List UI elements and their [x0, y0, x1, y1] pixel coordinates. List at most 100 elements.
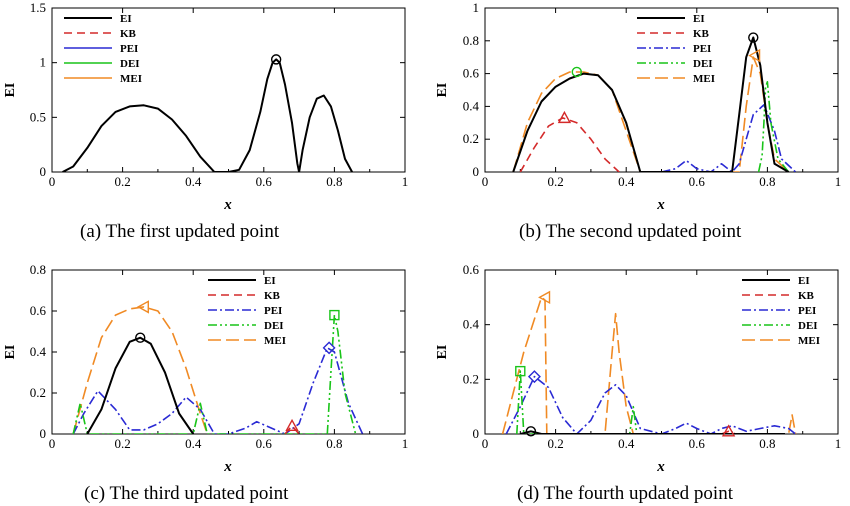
y-tick-label: 0.8 [463, 33, 479, 48]
series-line-ei [512, 36, 790, 172]
x-tick-label: 0.6 [256, 436, 273, 451]
legend-label-pei: PEI [264, 305, 282, 317]
legend-label-pei: PEI [798, 305, 816, 317]
marker-ei [135, 332, 146, 343]
series-line-pei [661, 104, 797, 172]
y-tick-label: 0.2 [463, 371, 479, 386]
chart-panel-4: 0 0.2 0.4 0.6 0.8 1 0 0.2 0.4 0.6 x EI EI KB PEI DEI MEI… [435, 262, 841, 504]
series-line-mei [72, 306, 209, 434]
legend-label-dei: DEI [120, 58, 140, 70]
series-line-kb [284, 424, 300, 434]
marker-dei [571, 66, 582, 78]
x-tick-label: 0.2 [114, 436, 130, 451]
legend-label-dei: DEI [693, 58, 713, 70]
marker-dei [515, 365, 526, 377]
panel-caption: (d) The fourth updated point [517, 483, 734, 504]
x-tick-label: 0.6 [689, 174, 706, 189]
y-tick-label: 0.8 [30, 262, 46, 277]
legend-label-ei: EI [693, 13, 705, 25]
x-tick-label: 0.2 [114, 174, 130, 189]
y-axis-label: EI [435, 345, 450, 360]
x-tick-label: 0 [49, 174, 56, 189]
legend-label-mei: MEI [693, 73, 715, 85]
legend-label-kb: KB [798, 290, 815, 302]
series-line-pei [72, 347, 364, 434]
marker-mei [136, 300, 149, 314]
legend-label-kb: KB [264, 290, 281, 302]
x-tick-label: 0.4 [185, 436, 202, 451]
x-tick-label: 0.4 [618, 436, 635, 451]
y-axis-label: EI [3, 83, 18, 98]
legend-label-pei: PEI [693, 43, 711, 55]
marker-pei [527, 370, 541, 384]
marker-mei [538, 290, 551, 305]
x-tick-label: 0.6 [689, 436, 706, 451]
x-tick-label: 0.8 [759, 436, 775, 451]
series-line-kb [519, 117, 620, 172]
marker-dei [329, 309, 340, 321]
marker-kb [557, 110, 572, 124]
x-tick-label: 0 [482, 174, 489, 189]
series-line-mei [501, 296, 797, 434]
marker-ei [270, 54, 282, 65]
marker-mei [748, 48, 761, 63]
legend-label-pei: PEI [120, 43, 138, 55]
legend-label-ei: EI [798, 275, 810, 287]
chart-panel-2: 0 0.2 0.4 0.6 0.8 1 0 0.2 0.4 0.6 0.8 1 x EI EI KB PEI DE… [435, 0, 841, 242]
series-line-ei [520, 430, 785, 434]
series-line-ei [62, 58, 353, 172]
y-tick-label: 0 [40, 164, 47, 179]
marker-kb [721, 424, 736, 437]
x-axis-label: x [656, 197, 665, 213]
marker-ei [525, 426, 537, 437]
marker-pei [322, 341, 336, 355]
x-tick-label: 0.6 [256, 174, 273, 189]
plot-frame [484, 7, 839, 173]
series-line-mei [512, 56, 790, 172]
y-tick-label: 0.4 [463, 317, 480, 332]
chart-panel-1: 0 0.2 0.4 0.6 0.8 1 0 0.5 1 1.5 x EI EI KB PEI DEI MEI (a… [3, 0, 408, 242]
y-axis-label: EI [3, 345, 18, 360]
y-axis-label: EI [435, 83, 450, 98]
x-tick-label: 1 [835, 174, 842, 189]
x-tick-label: 0 [482, 436, 489, 451]
y-tick-label: 0.4 [463, 98, 480, 113]
y-tick-label: 0.4 [30, 344, 47, 359]
legend-label-kb: KB [693, 28, 710, 40]
y-tick-label: 0 [473, 164, 480, 179]
x-tick-label: 0 [49, 436, 56, 451]
y-tick-label: 0.2 [30, 385, 46, 400]
y-tick-label: 0.2 [463, 131, 479, 146]
y-tick-label: 1 [40, 55, 47, 70]
panel-caption: (a) The first updated point [80, 221, 280, 242]
y-tick-label: 1 [473, 0, 480, 15]
panel-caption: (c) The third updated point [84, 483, 289, 504]
x-tick-label: 1 [402, 174, 409, 189]
legend-label-mei: MEI [120, 73, 142, 85]
y-tick-label: 0.6 [463, 66, 480, 81]
x-axis-label: x [223, 197, 232, 213]
x-tick-label: 0.8 [326, 436, 342, 451]
x-tick-label: 1 [835, 436, 842, 451]
series-line-pei [505, 375, 797, 434]
panel-caption: (b) The second updated point [519, 221, 742, 242]
y-tick-label: 0.5 [30, 109, 46, 124]
x-tick-label: 1 [402, 436, 409, 451]
legend-label-dei: DEI [798, 320, 818, 332]
x-tick-label: 0.4 [618, 174, 635, 189]
series-line-ei [86, 336, 195, 434]
y-tick-label: 0.6 [30, 303, 47, 318]
x-tick-label: 0.2 [547, 436, 563, 451]
x-tick-label: 0.2 [547, 174, 563, 189]
x-tick-label: 0.4 [185, 174, 202, 189]
marker-ei [748, 32, 759, 43]
legend-label-kb: KB [120, 28, 137, 40]
series-line-dei [72, 314, 357, 434]
series-line-dei [757, 81, 790, 172]
y-tick-label: 0 [40, 426, 47, 441]
x-axis-label: x [223, 459, 232, 475]
x-tick-label: 0.8 [759, 174, 775, 189]
legend-label-mei: MEI [798, 335, 820, 347]
chart-panel-3: 0 0.2 0.4 0.6 0.8 1 0 0.2 0.4 0.6 0.8 x EI EI KB PEI DEI… [3, 262, 408, 504]
